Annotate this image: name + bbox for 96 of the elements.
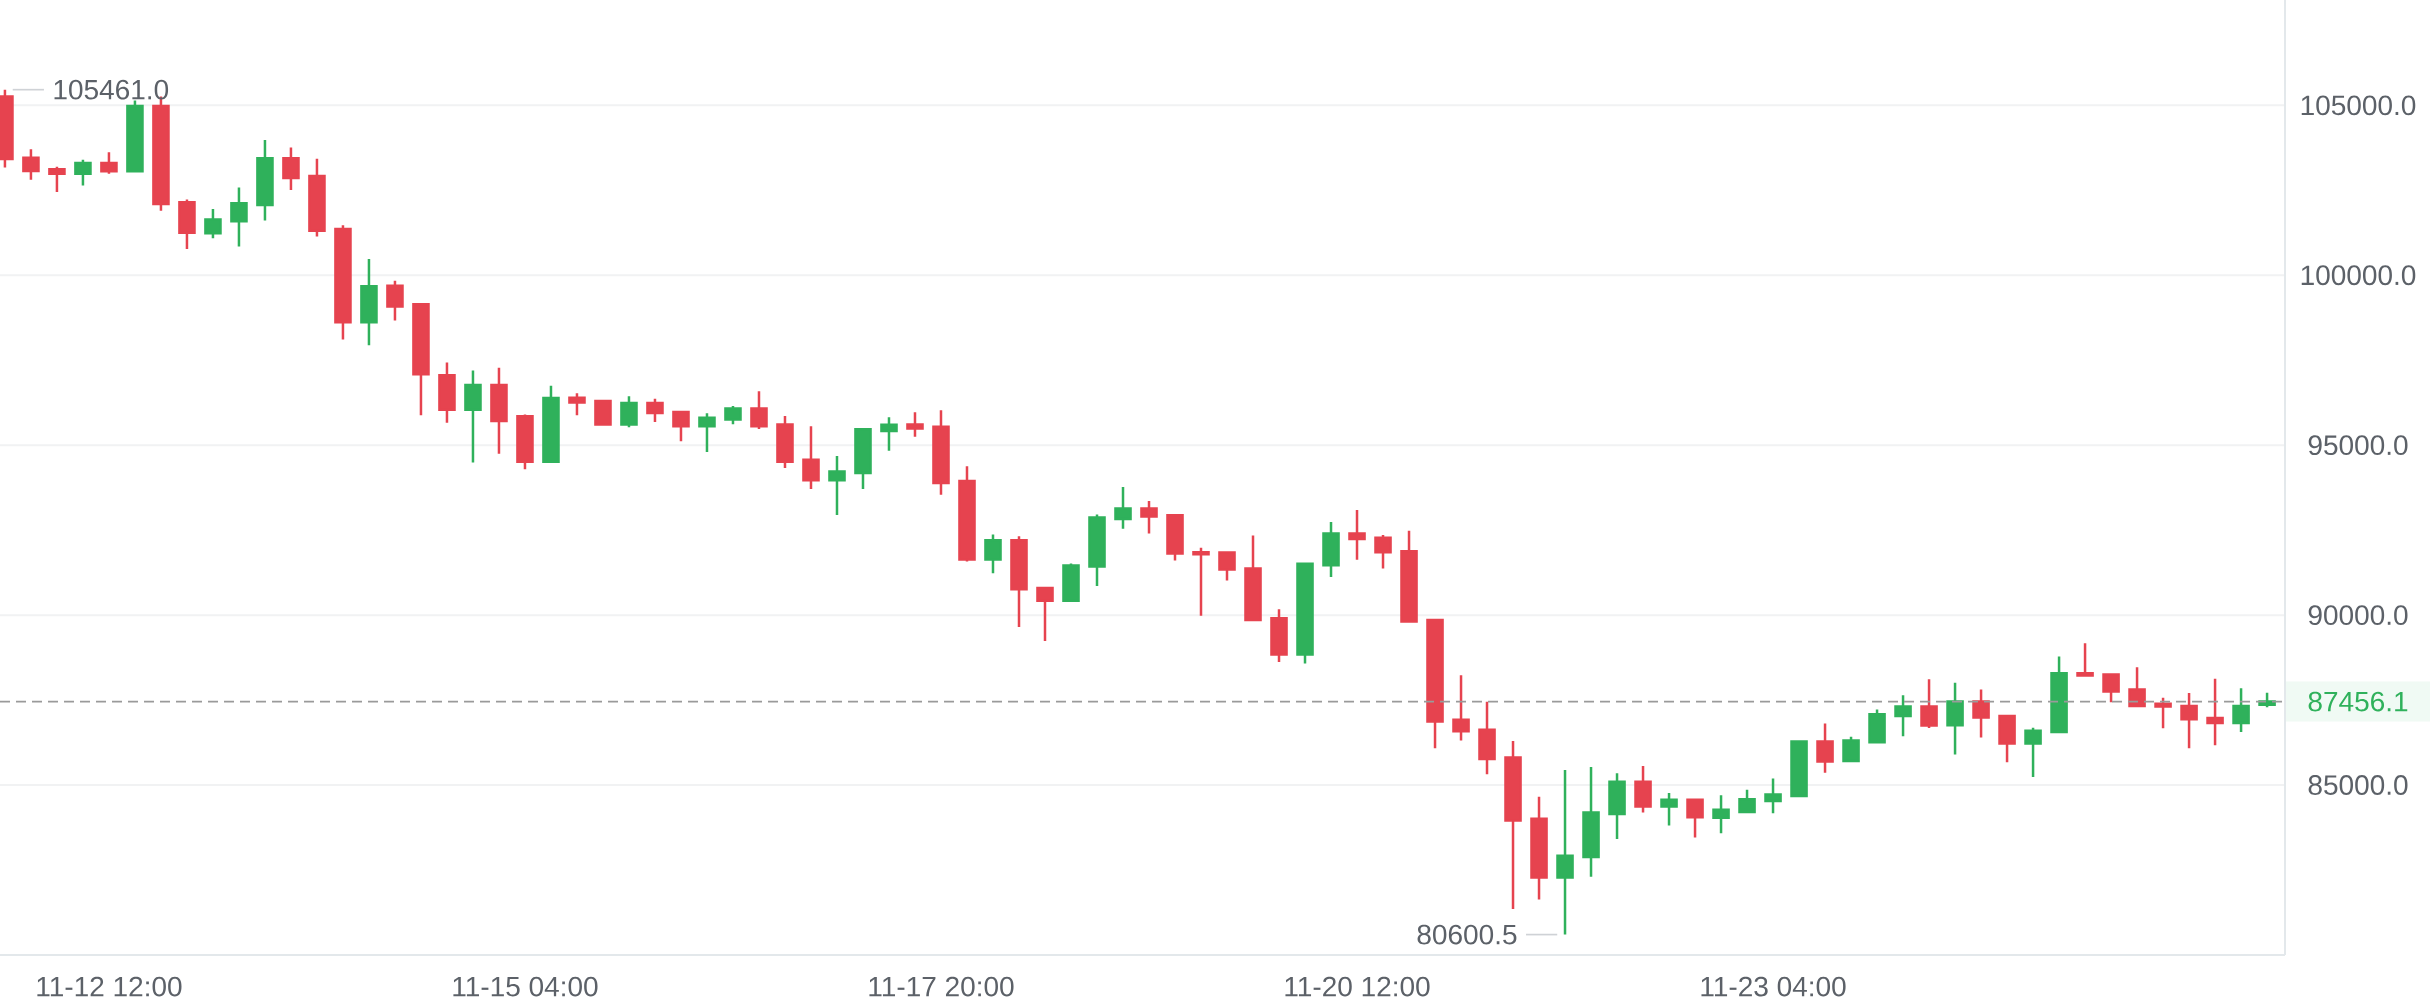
candlestick	[1530, 795, 1548, 901]
candlestick	[204, 207, 222, 240]
candlestick	[958, 465, 976, 563]
candlestick	[1946, 681, 1964, 756]
candlestick	[2128, 665, 2146, 708]
ref-line-label: 87456.1	[2308, 691, 2408, 712]
x-tick-label: 11-12 12:00	[37, 976, 182, 997]
candlestick	[1296, 562, 1314, 665]
candlestick	[1894, 694, 1912, 738]
candlestick	[1478, 700, 1496, 776]
candlestick	[464, 369, 482, 464]
candlestick	[1634, 764, 1652, 814]
candlestick	[48, 165, 66, 194]
candlestick	[1998, 714, 2016, 764]
candlestick	[230, 186, 248, 248]
candlestick	[880, 416, 898, 452]
candlestick	[568, 391, 586, 417]
candlestick	[1712, 794, 1730, 835]
candlestick	[906, 410, 924, 438]
y-tick-label: 105000.0	[2301, 95, 2416, 116]
candlestick	[1764, 777, 1782, 815]
y-tick-label: 85000.0	[2308, 775, 2408, 795]
candlestick	[1504, 739, 1522, 911]
candlestick	[2076, 642, 2094, 678]
candlestick	[1374, 533, 1392, 570]
candlestick	[594, 399, 612, 427]
candlestick	[1218, 550, 1236, 582]
candlestick	[984, 533, 1002, 575]
candlestick	[672, 409, 690, 443]
candlestick	[1426, 618, 1444, 750]
annotation: 105461.0	[54, 79, 169, 100]
candlestick	[1400, 529, 1418, 623]
candlestick	[2232, 686, 2250, 734]
candlestick	[698, 412, 716, 454]
candlestick	[256, 138, 274, 222]
candlestick	[1166, 513, 1184, 562]
candlestick	[126, 99, 144, 173]
candlestick	[22, 147, 40, 182]
candlestick	[828, 454, 846, 517]
candlestick	[802, 424, 820, 491]
candlestick	[1972, 688, 1990, 739]
candlestick	[282, 146, 300, 192]
candlestick	[1556, 768, 1574, 936]
x-tick-label: 11-23 04:00	[1701, 976, 1846, 997]
candlestick	[1738, 788, 1756, 815]
candlestick	[1322, 520, 1340, 579]
candlestick	[620, 395, 638, 429]
candlestick	[1192, 546, 1210, 618]
candlestick	[360, 257, 378, 347]
x-tick-label: 11-20 12:00	[1285, 976, 1430, 997]
candlestick	[1868, 708, 1886, 744]
candlestick	[1348, 508, 1366, 561]
candlestick	[1608, 771, 1626, 841]
x-tick-label: 11-15 04:00	[453, 976, 598, 997]
candlestick	[1582, 765, 1600, 879]
candlestick	[516, 413, 534, 471]
candlestick	[1816, 722, 1834, 775]
candlestick	[334, 224, 352, 341]
candlestick	[1686, 798, 1704, 839]
candlestick	[1842, 735, 1860, 763]
candlestick	[2102, 673, 2120, 704]
candlestick	[412, 302, 430, 417]
candlestick	[1660, 791, 1678, 827]
candlestick	[854, 427, 872, 491]
candlestick	[1062, 562, 1080, 603]
candlestick	[932, 408, 950, 497]
candlestick	[2024, 726, 2042, 779]
candlestick	[1270, 608, 1288, 664]
candlestick	[776, 414, 794, 470]
annotation: 80600.5	[1417, 924, 1517, 945]
candlestick	[438, 361, 456, 425]
candlestick	[1452, 674, 1470, 742]
candlestick	[724, 404, 742, 426]
x-tick-label: 11-17 20:00	[869, 976, 1014, 997]
candlestick	[178, 198, 196, 251]
candlestick	[1920, 678, 1938, 730]
y-tick-label: 100000.0	[2301, 265, 2416, 286]
candlestick	[2180, 691, 2198, 750]
candlestick	[490, 366, 508, 455]
candlestick	[386, 279, 404, 322]
candlestick	[1790, 739, 1808, 799]
y-tick-label: 95000.0	[2308, 435, 2408, 456]
candlestick	[100, 151, 118, 175]
candlestick	[1010, 535, 1028, 629]
candlestick	[1036, 586, 1054, 643]
candlestick	[308, 157, 326, 238]
candlestick	[542, 384, 560, 464]
candlestick	[750, 389, 768, 431]
candlestick	[1114, 485, 1132, 531]
candlestick	[1088, 513, 1106, 588]
candlestick	[1244, 534, 1262, 622]
candlestick	[2050, 655, 2068, 734]
candlestick	[646, 397, 664, 424]
y-tick-label: 90000.0	[2308, 605, 2408, 626]
candlestick	[74, 158, 92, 187]
candlestick	[1140, 499, 1158, 535]
